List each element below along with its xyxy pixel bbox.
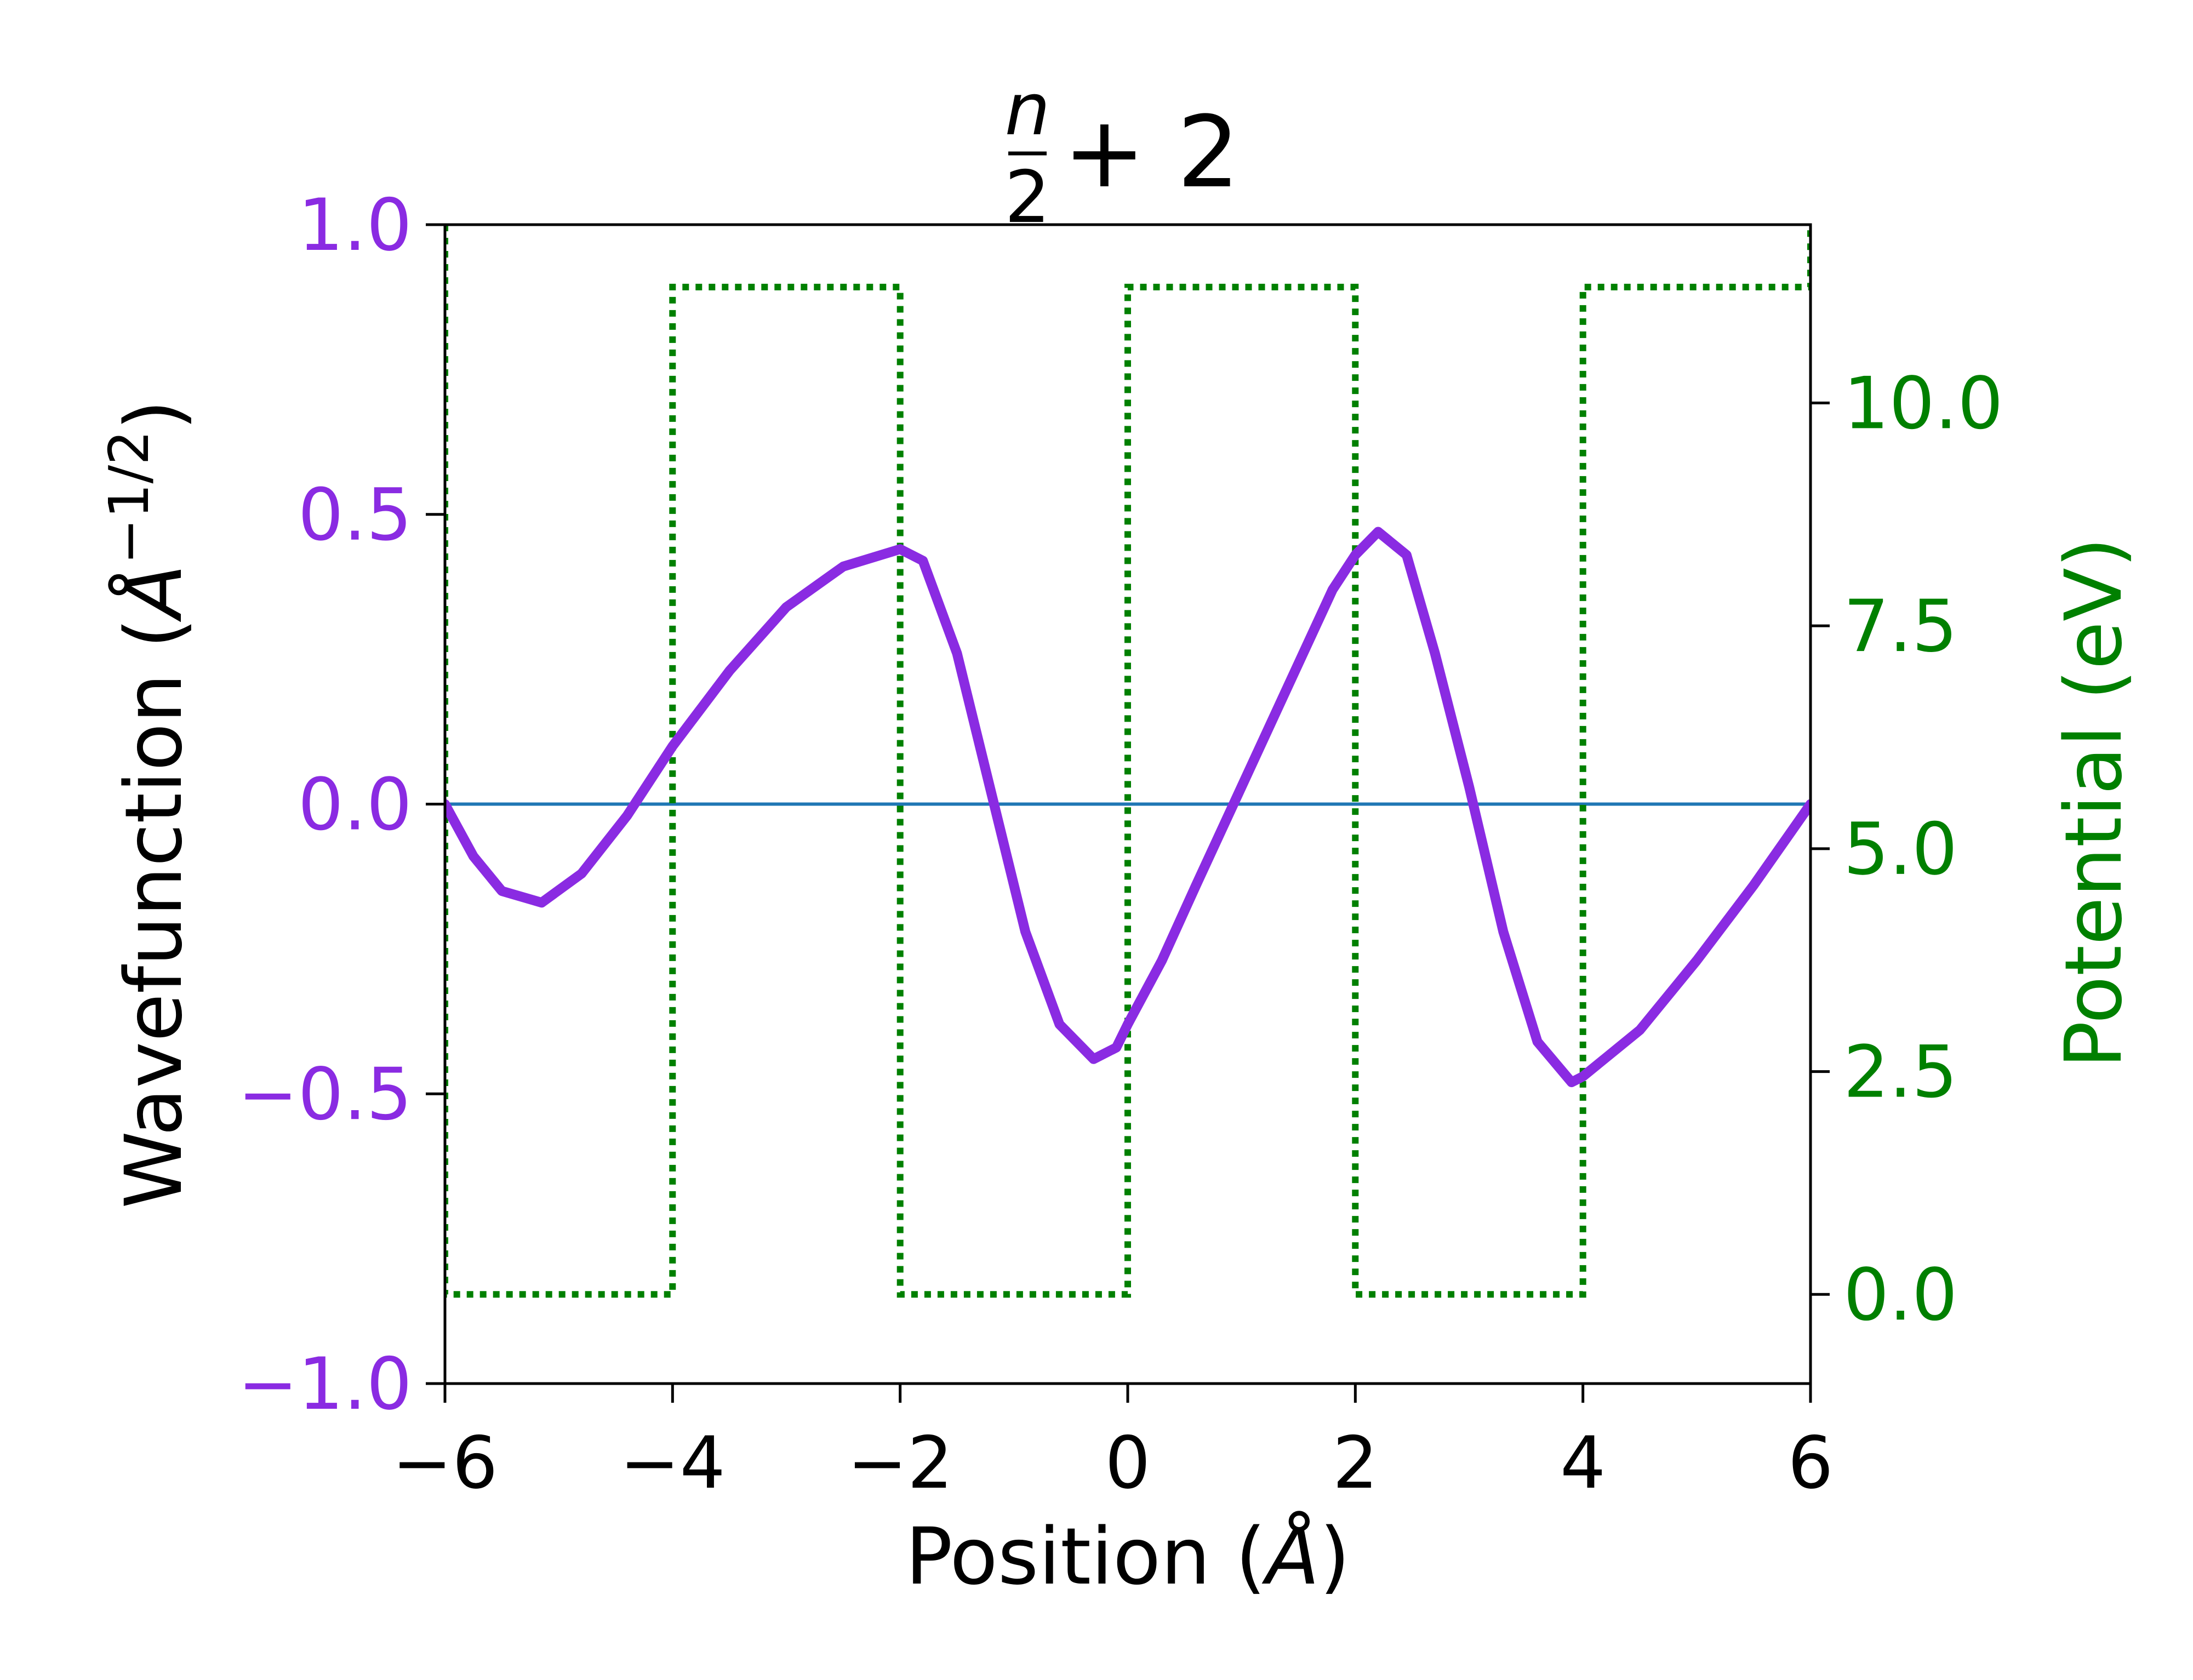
potential-series-line	[445, 225, 1811, 1298]
x-tick-label: 6	[1787, 1421, 1833, 1505]
ticks-layer: −6 −4 −2 0 2 4 6 −1.0 −0.5 0.0 0.5 1.0 0.0 2.5 5.0 7.5 1…	[238, 183, 2003, 1505]
y-right-tick-label: 10.0	[1843, 361, 2003, 445]
x-tick-label: 2	[1333, 1421, 1378, 1505]
series-layer	[445, 225, 1811, 1298]
wavefunction-series-line	[445, 527, 1811, 1088]
x-tick-label: −4	[620, 1421, 726, 1505]
title-fraction-denominator: 2	[1004, 155, 1050, 239]
title-fraction-numerator: n	[1004, 67, 1050, 151]
y-left-tick-label: −0.5	[238, 1052, 412, 1136]
y-axis-left-label-exponent: −1/2	[97, 430, 161, 564]
x-tick-label: −6	[392, 1421, 498, 1505]
x-tick-label: 0	[1105, 1421, 1150, 1505]
x-tick-label: 4	[1560, 1421, 1606, 1505]
plot-area	[445, 225, 1811, 1298]
y-left-tick-label: −1.0	[238, 1342, 412, 1426]
y-axis-left-label-prefix: Wavefunction (	[108, 618, 199, 1209]
y-right-tick-label: 7.5	[1843, 584, 1957, 668]
x-axis-label-suffix: )	[1320, 1511, 1350, 1602]
y-left-tick-label: 0.5	[298, 473, 412, 557]
x-axis-label-unit: Å	[1261, 1511, 1320, 1602]
y-axis-left-label: Wavefunction (Å−1/2)	[97, 399, 199, 1208]
y-left-tick-label: 0.0	[298, 763, 412, 847]
y-axis-left-label-unit: Å	[108, 564, 199, 622]
y-right-tick-label: 5.0	[1843, 807, 1957, 891]
x-tick-label: −2	[847, 1421, 953, 1505]
title-rest: + 2	[1063, 95, 1240, 210]
x-axis-label: Position (Å)	[905, 1511, 1350, 1602]
y-right-tick-label: 2.5	[1843, 1030, 1957, 1114]
y-axis-right-label: Potential (eV)	[2048, 537, 2139, 1068]
y-right-tick-label: 0.0	[1843, 1253, 1957, 1336]
y-left-tick-label: 1.0	[298, 183, 412, 267]
x-axis-label-prefix: Position (	[905, 1511, 1266, 1602]
chart-title: n 2 + 2	[1004, 67, 1240, 239]
y-axis-left-label-suffix: )	[108, 399, 199, 430]
